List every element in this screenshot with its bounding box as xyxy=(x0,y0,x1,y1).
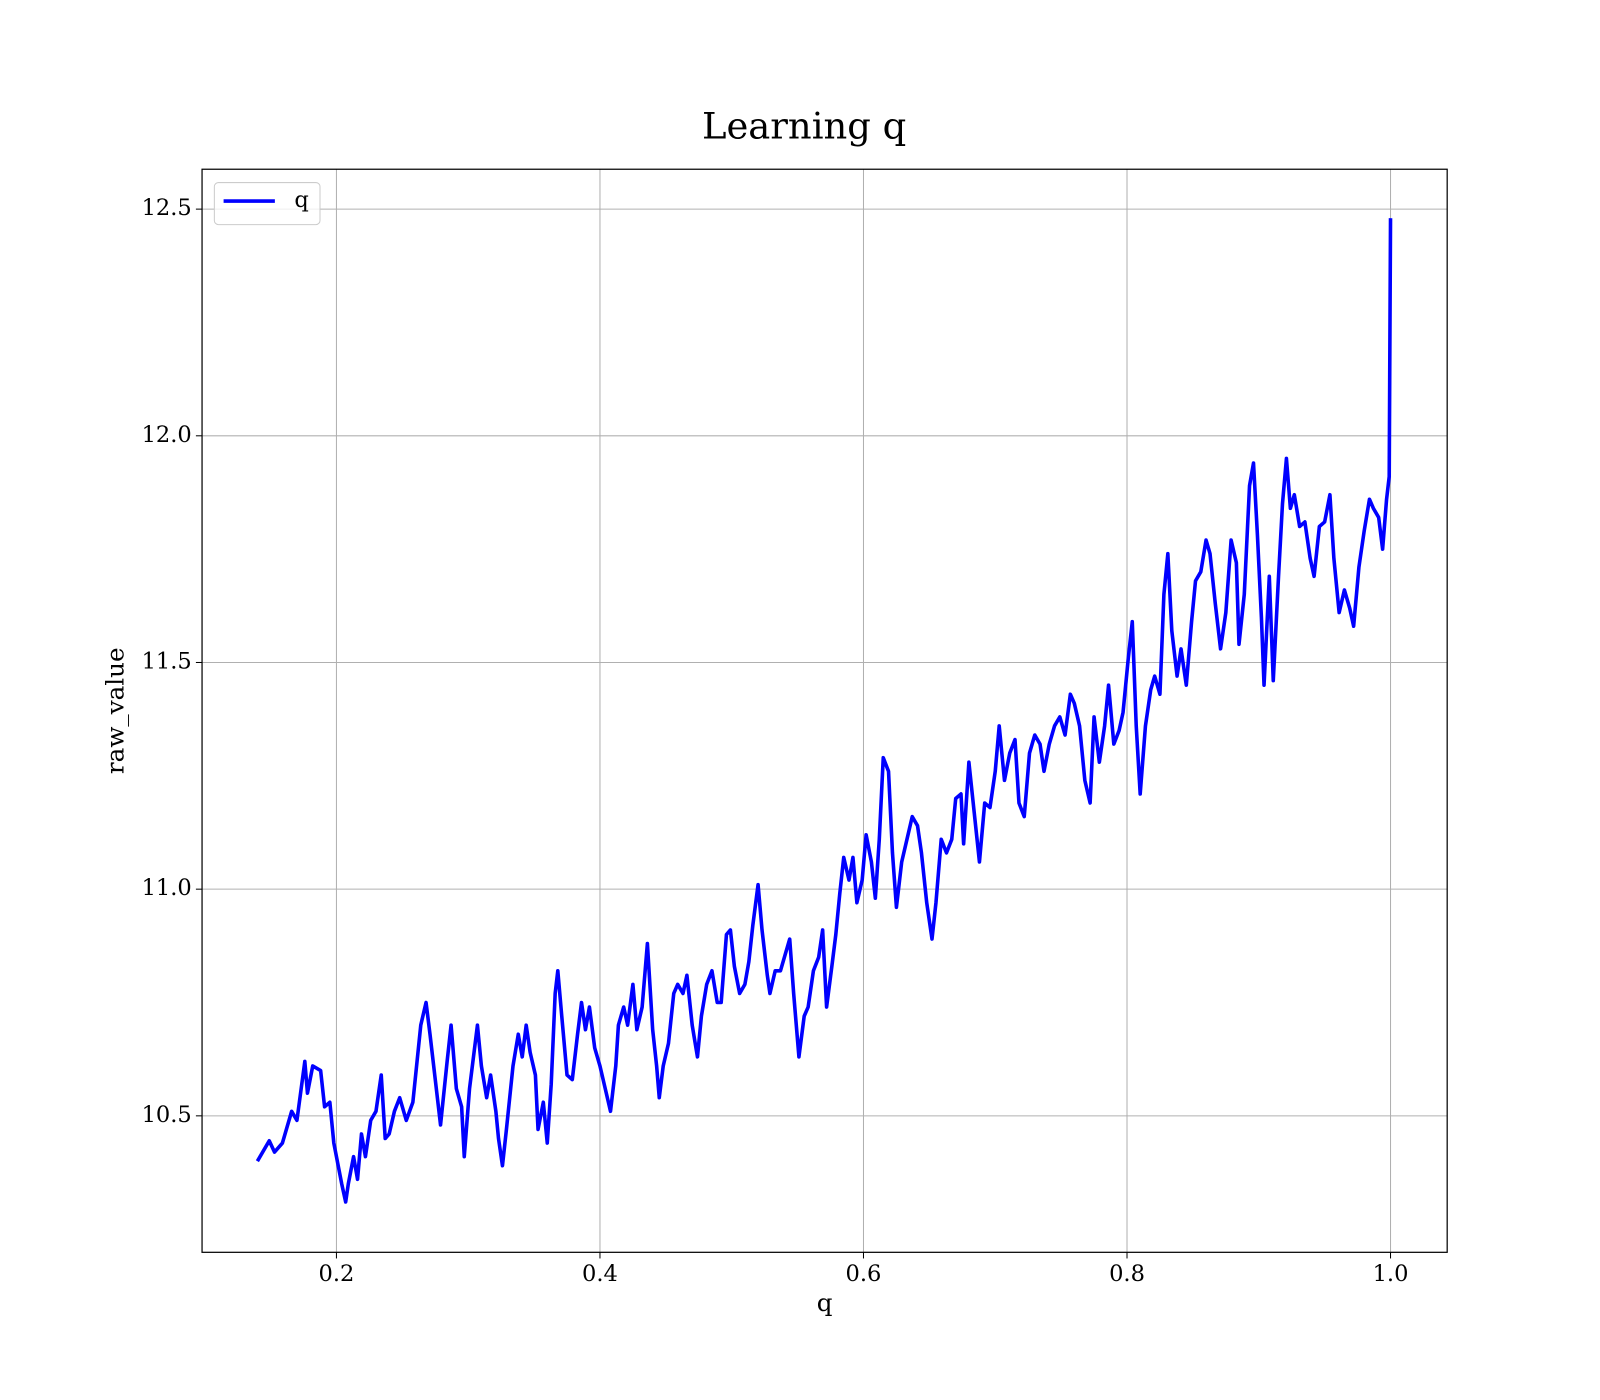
y-tick-label: 11.0 xyxy=(142,875,192,901)
y-tick-label: 10.5 xyxy=(142,1102,192,1128)
legend-label: q xyxy=(294,187,308,213)
data-line xyxy=(255,218,1393,1204)
y-tick-label: 12.0 xyxy=(142,422,192,448)
plot-area xyxy=(255,218,1393,1204)
y-tick-label: 12.5 xyxy=(142,195,192,221)
x-tick-label: 0.6 xyxy=(846,1261,882,1287)
x-tick-label: 0.2 xyxy=(319,1261,355,1287)
grid xyxy=(202,169,1448,1253)
legend: q xyxy=(213,182,321,226)
y-tick-label: 11.5 xyxy=(142,648,192,674)
y-axis-label: raw_value xyxy=(100,647,129,774)
axes-frame xyxy=(201,168,1448,1253)
x-tick-label: 0.4 xyxy=(582,1261,618,1287)
x-axis-label: q xyxy=(817,1288,833,1317)
x-tick-label: 1.0 xyxy=(1373,1261,1409,1287)
legend-box xyxy=(213,182,321,226)
x-tick-label: 0.8 xyxy=(1109,1261,1145,1287)
chart-title: Learning q xyxy=(702,105,906,148)
